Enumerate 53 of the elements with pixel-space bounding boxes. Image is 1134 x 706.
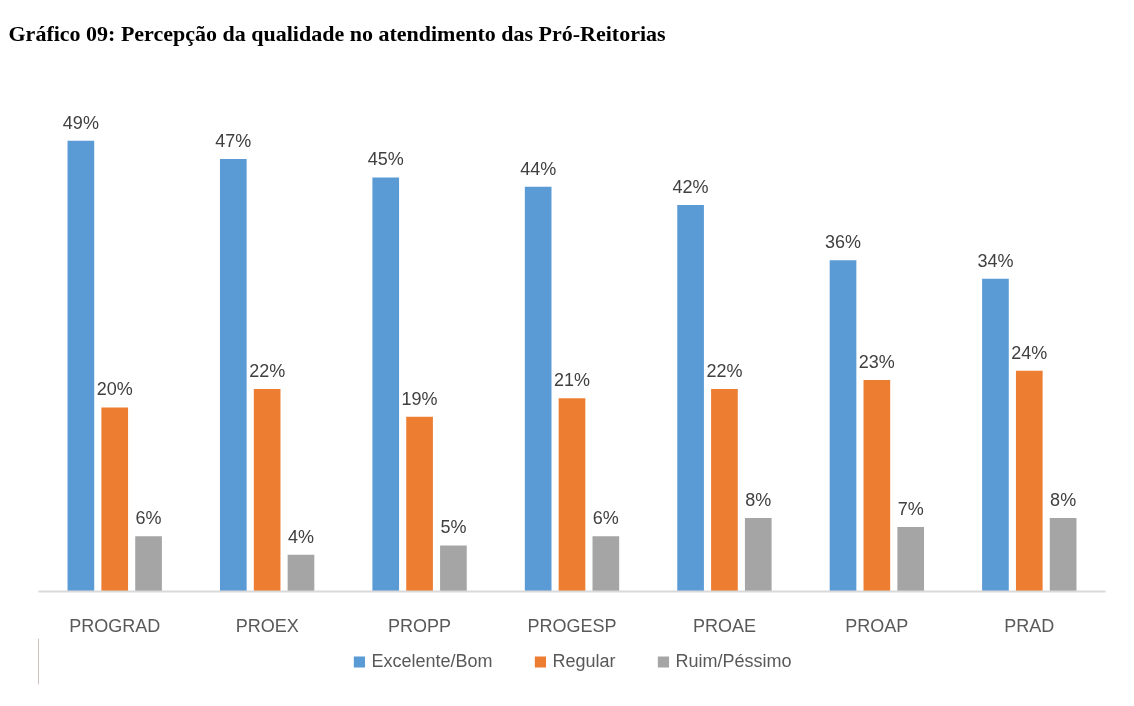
data-label: 19% xyxy=(401,388,438,409)
bar xyxy=(982,278,1009,592)
x-tick-label: PROAP xyxy=(845,615,909,636)
data-label: 8% xyxy=(745,489,772,510)
x-tick-label: PROGESP xyxy=(527,615,617,636)
x-tick-label: PROEX xyxy=(235,615,299,636)
bar xyxy=(101,407,129,592)
x-tick-label: PROGRAD xyxy=(69,615,161,636)
data-label: 8% xyxy=(1050,489,1077,510)
data-label: 47% xyxy=(215,131,252,152)
bar xyxy=(219,159,247,592)
data-label: 4% xyxy=(287,526,314,547)
bar xyxy=(440,545,467,592)
x-tick-label: PROPP xyxy=(388,615,452,636)
bar xyxy=(558,398,586,592)
bar xyxy=(406,416,433,592)
data-label: 44% xyxy=(520,158,557,179)
data-label: 22% xyxy=(249,361,286,382)
data-label: 49% xyxy=(62,112,99,133)
data-label: 42% xyxy=(672,177,709,198)
data-label: 36% xyxy=(825,232,862,253)
data-label: 34% xyxy=(977,250,1014,271)
bar xyxy=(524,186,552,592)
data-label: 45% xyxy=(367,149,404,170)
data-label: 24% xyxy=(1011,342,1048,363)
bar xyxy=(67,140,95,592)
bar xyxy=(287,554,315,592)
bar xyxy=(592,536,620,592)
data-label: 5% xyxy=(440,517,467,538)
legend-label: Ruim/Péssimo xyxy=(675,650,792,672)
data-label: 21% xyxy=(553,370,591,391)
x-tick-label: PROAE xyxy=(692,615,756,636)
data-label: 6% xyxy=(592,508,619,529)
data-label: 22% xyxy=(706,361,743,382)
x-tick-label: PRAD xyxy=(1004,615,1055,636)
data-label: 20% xyxy=(96,379,133,400)
bar xyxy=(135,536,162,592)
bar xyxy=(253,389,281,592)
legend-label: Regular xyxy=(552,650,616,672)
data-label: 7% xyxy=(897,499,924,520)
chart-title: Gráfico 09: Percepção da qualidade no atendimento das Pró-Reitorias xyxy=(8,20,667,46)
bar xyxy=(1015,370,1043,592)
bar xyxy=(711,389,738,592)
bar xyxy=(372,177,400,592)
bar xyxy=(897,527,925,592)
bar xyxy=(744,517,772,592)
bar xyxy=(829,260,857,592)
data-label: 23% xyxy=(858,351,895,372)
legend-label: Excelente/Bom xyxy=(371,650,493,672)
data-label: 6% xyxy=(135,508,162,529)
bar xyxy=(1049,517,1077,592)
bar xyxy=(863,379,891,592)
bar xyxy=(677,205,704,592)
